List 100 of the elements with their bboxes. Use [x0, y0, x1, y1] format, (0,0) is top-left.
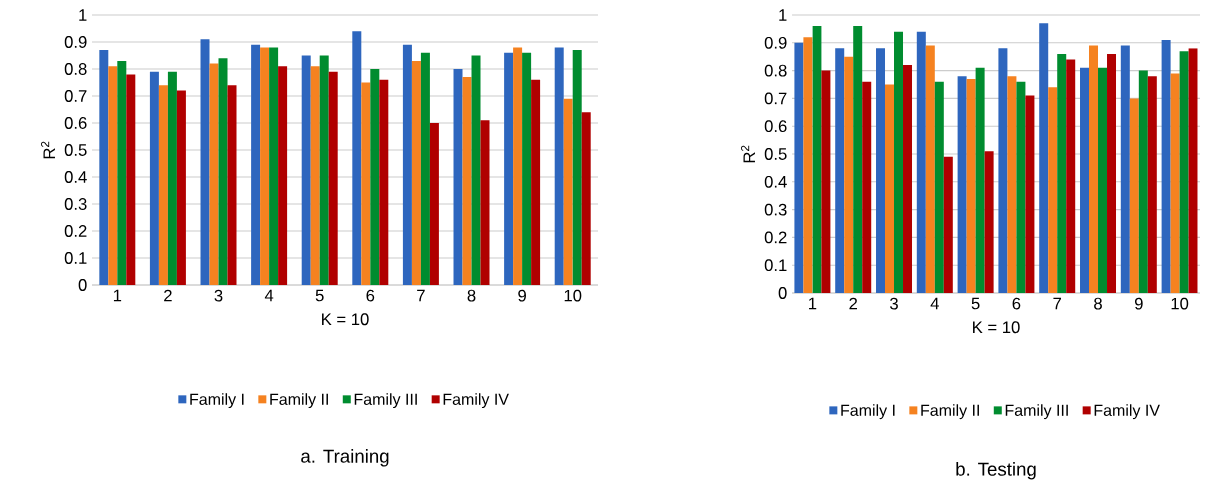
bar	[420, 52, 430, 285]
bar	[844, 56, 854, 293]
text: a. Training	[301, 449, 389, 467]
bar	[504, 52, 514, 285]
bar	[853, 26, 863, 293]
bar	[200, 39, 210, 285]
legend-label: Family I	[190, 393, 244, 409]
y-axis-title: R$^{2}$	[41, 141, 55, 159]
y-tick-label: 0.1	[64, 252, 87, 264]
x-tick-label: 4	[930, 297, 939, 310]
bar	[581, 112, 591, 285]
legend-label: Family I	[841, 404, 895, 420]
bar	[328, 71, 338, 285]
bar	[1057, 53, 1067, 293]
x-tick-label: 8	[467, 289, 476, 302]
bar	[462, 77, 472, 285]
y-tick-label: 0.9	[764, 36, 787, 49]
x-tick-label: 4	[264, 289, 274, 302]
bar	[554, 47, 564, 285]
bar	[1048, 87, 1058, 293]
x-tick-label: 3	[214, 289, 223, 302]
y-tick-label: 0	[78, 279, 87, 291]
bar	[1138, 70, 1148, 293]
legend-label: Family IV	[443, 393, 509, 409]
bar	[269, 47, 279, 285]
legend-label: Family II	[921, 404, 979, 420]
bar	[480, 120, 490, 285]
y-tick-label: 0.8	[764, 64, 787, 77]
bar	[885, 84, 895, 293]
bar	[1179, 51, 1189, 293]
bar	[167, 71, 177, 285]
y-tick-label: 0.5	[64, 144, 87, 156]
bar	[794, 42, 804, 293]
bar	[1080, 67, 1090, 293]
x-tick-label: 10	[564, 289, 582, 302]
bar	[903, 65, 913, 293]
x-tick-label: 2	[164, 289, 172, 302]
y-tick-label: 0.9	[64, 36, 87, 48]
y-axis-title: R$^{2}$	[741, 145, 755, 163]
bar	[310, 66, 320, 285]
bar	[117, 60, 127, 285]
y-tick-label: 0.7	[64, 90, 87, 102]
bar	[411, 60, 421, 285]
x-tick-label: 10	[1171, 297, 1189, 310]
bar	[821, 70, 831, 293]
legend-label: Family III	[354, 393, 417, 409]
bar	[260, 47, 270, 285]
bar	[176, 90, 186, 285]
x-tick-label: 9	[1134, 297, 1143, 310]
bar	[429, 123, 439, 285]
bar	[1039, 23, 1049, 293]
bar	[1107, 53, 1117, 293]
bar	[1098, 67, 1108, 293]
x-tick-label: 5	[315, 289, 324, 302]
x-tick-label: 7	[417, 289, 425, 302]
x-tick-label: 6	[1012, 297, 1021, 310]
bar	[1161, 40, 1171, 293]
bar	[108, 66, 118, 285]
x-tick-label: 8	[1094, 297, 1102, 310]
bar	[966, 78, 976, 293]
bar	[126, 74, 136, 285]
bar	[943, 156, 953, 293]
y-tick-label: 1	[779, 9, 787, 21]
bar	[402, 44, 412, 285]
y-tick-label: 0.2	[64, 225, 87, 237]
bar	[957, 76, 967, 293]
y-tick-label: 0.2	[764, 231, 787, 244]
bar	[361, 82, 371, 285]
bar	[934, 81, 944, 293]
y-tick-label: 0.3	[764, 203, 787, 216]
y-tick-label: 0.5	[764, 148, 787, 160]
bar	[572, 50, 582, 285]
bar	[379, 79, 389, 285]
legend-label: Family III	[1005, 404, 1068, 420]
x-tick-label: 7	[1053, 297, 1061, 310]
bar	[835, 48, 845, 293]
bar	[998, 48, 1008, 293]
text: b. Testing	[956, 462, 1036, 480]
bar	[1016, 81, 1026, 293]
bar	[227, 85, 237, 285]
y-tick-label: 0	[778, 287, 787, 299]
bar	[1066, 59, 1076, 293]
bar	[1089, 45, 1099, 293]
bar	[1129, 98, 1139, 293]
bar	[1007, 76, 1017, 293]
bar	[370, 69, 380, 285]
x-axis-title: K = 10	[973, 321, 1020, 334]
bar	[352, 31, 362, 285]
bar	[513, 47, 523, 285]
bar	[251, 44, 261, 285]
bar	[984, 151, 994, 293]
y-tick-label: 0.4	[764, 175, 787, 188]
x-tick-label: 6	[366, 289, 375, 302]
bar	[975, 67, 985, 293]
bar	[522, 52, 532, 285]
bar	[278, 66, 288, 285]
bar	[894, 31, 904, 293]
bar	[1025, 95, 1035, 293]
x-tick-label: 2	[849, 297, 857, 310]
bar	[209, 63, 219, 285]
